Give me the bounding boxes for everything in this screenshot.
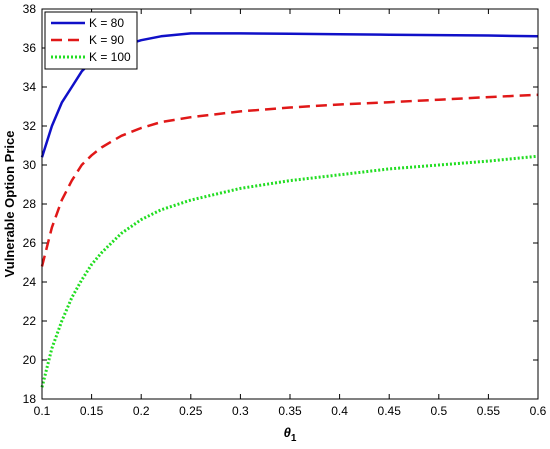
x-axis-label: θ1 [284, 425, 297, 444]
x-tick-label: 0.6 [530, 404, 547, 418]
legend-label-2: K = 90 [89, 33, 124, 47]
x-tick-label: 0.45 [378, 404, 402, 418]
y-tick-label: 18 [23, 392, 37, 406]
y-tick-label: 24 [23, 275, 37, 289]
y-tick-label: 36 [23, 41, 37, 55]
y-tick-label: 38 [23, 2, 37, 16]
y-tick-label: 20 [23, 353, 37, 367]
x-tick-label: 0.55 [477, 404, 501, 418]
series-line-2 [40, 93, 539, 267]
y-tick-label: 26 [23, 236, 37, 250]
y-tick-label: 28 [23, 197, 37, 211]
x-axis: 0.1 0.15 0.2 0.25 0.3 0.35 0.4 0.45 0.5 0.55 0.6 [34, 9, 547, 418]
legend: K = 80 K = 90 K = 100 [44, 11, 138, 70]
x-tick-label: 0.2 [133, 404, 150, 418]
legend-label-1: K = 80 [89, 16, 124, 30]
series-line-3 [40, 154, 539, 388]
series-layer [40, 32, 539, 388]
x-tick-label: 0.3 [232, 404, 249, 418]
x-tick-label: 0.4 [331, 404, 348, 418]
y-axis: 18 20 22 24 26 28 30 32 34 36 38 [23, 2, 538, 406]
x-tick-label: 0.25 [179, 404, 203, 418]
x-tick-label: 0.1 [34, 404, 51, 418]
legend-label-3: K = 100 [89, 50, 131, 64]
x-tick-label: 0.5 [430, 404, 447, 418]
series-line-1 [40, 32, 539, 158]
y-tick-label: 34 [23, 80, 37, 94]
x-tick-label: 0.35 [278, 404, 302, 418]
y-axis-label: Vulnerable Option Price [2, 131, 17, 278]
y-tick-label: 30 [23, 158, 37, 172]
x-axis-label-subscript: 1 [291, 433, 297, 444]
x-tick-label: 0.15 [80, 404, 104, 418]
x-axis-label-symbol: θ [284, 425, 291, 440]
y-tick-label: 32 [23, 119, 37, 133]
y-tick-label: 22 [23, 314, 37, 328]
